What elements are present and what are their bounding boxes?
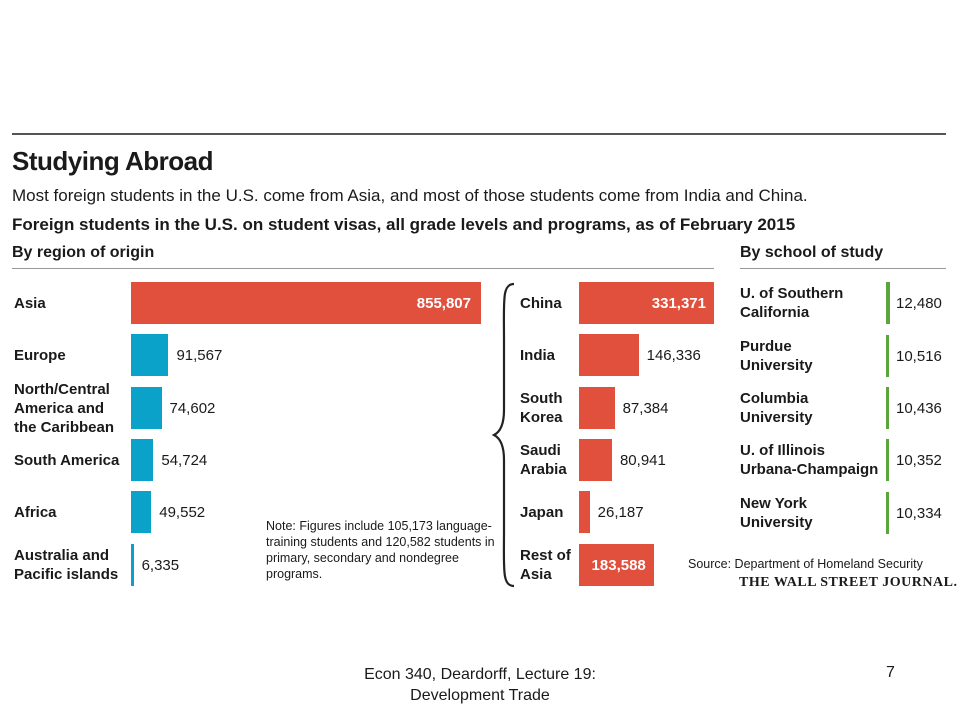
category-label-line: Japan: [520, 503, 564, 521]
category-label: Saudi Arabia: [520, 441, 567, 479]
bar: [886, 387, 890, 429]
category-label-line: America and: [14, 399, 105, 417]
category-label-line: Europe: [14, 346, 66, 364]
bar: [131, 387, 162, 429]
value-label: 10,436: [896, 399, 942, 417]
school-section-title: By school of study: [740, 244, 884, 261]
chart-title: Studying Abroad: [12, 146, 213, 176]
category-label: U. of Southern California: [740, 284, 843, 322]
bar: [579, 491, 590, 533]
category-label-line: Urbana-Champaign: [740, 461, 879, 478]
bar: [886, 282, 890, 324]
bar: [579, 387, 615, 429]
category-label-line: Australia and: [14, 547, 110, 564]
category-label: South Korea: [520, 389, 563, 427]
value-label: 80,941: [619, 451, 666, 469]
category-label-line: University: [740, 357, 813, 374]
slide-footer: Econ 340, Deardorff, Lecture 19: Develop…: [364, 666, 596, 704]
curly-brace-icon: [492, 282, 515, 588]
value-label: 10,352: [896, 451, 942, 469]
category-label: China: [520, 294, 562, 313]
region-section-title: By region of origin: [12, 244, 155, 261]
bar: [579, 544, 654, 586]
value-label: 49,552: [159, 503, 206, 521]
category-label: Asia: [14, 294, 46, 313]
category-label-line: University: [740, 514, 813, 531]
value-label: 12,480: [896, 294, 942, 312]
bar: [886, 492, 890, 534]
category-label-line: Asia: [14, 294, 46, 312]
value-label: 10,516: [896, 347, 942, 365]
category-label: New York University: [740, 494, 813, 532]
region-section-rule: [12, 268, 714, 269]
bar: [886, 335, 890, 377]
bar: [579, 439, 612, 481]
category-label-line: South America: [14, 451, 120, 469]
bar: [131, 439, 154, 481]
category-label-line: California: [740, 304, 810, 321]
value-label: 54,724: [161, 451, 208, 469]
bar: [131, 544, 134, 586]
value-label: 26,187: [597, 503, 644, 521]
bar: [886, 439, 890, 481]
chart-note: Note: Figures include 105,173 language-t…: [266, 519, 495, 581]
category-label: Columbia University: [740, 389, 813, 427]
category-label-line: New York: [740, 495, 807, 512]
category-label: North/Central America and the Caribbean: [14, 380, 114, 437]
category-label-line: South: [520, 390, 563, 407]
category-label-line: North/Central: [14, 380, 110, 398]
bar: [579, 282, 714, 324]
chart-subtitle: Most foreign students in the U.S. come f…: [12, 186, 808, 205]
category-label: Japan: [520, 503, 563, 522]
category-label-line: Arabia: [520, 461, 567, 478]
category-label-line: U. of Southern: [740, 285, 844, 302]
category-label-line: Pacific islands: [14, 566, 119, 583]
category-label-line: Purdue: [740, 338, 792, 355]
value-label: 87,384: [622, 399, 669, 417]
category-label-line: India: [520, 346, 556, 364]
value-label: 6,335: [141, 556, 180, 574]
publisher-logo: THE WALL STREET JOURNAL.: [739, 575, 958, 590]
category-label: Australia and Pacific islands: [14, 546, 118, 584]
category-label-line: China: [520, 294, 562, 312]
category-label: Europe: [14, 346, 66, 365]
category-label: India: [520, 346, 555, 365]
bar: [131, 334, 169, 376]
category-label: Africa: [14, 503, 57, 522]
value-label: 10,334: [896, 504, 942, 522]
category-label-line: Korea: [520, 409, 563, 426]
category-label-line: University: [740, 409, 813, 426]
category-label: Rest of Asia: [520, 546, 571, 584]
category-label-line: Rest of: [520, 547, 571, 564]
category-label-line: Saudi: [520, 442, 561, 459]
category-label-line: Asia: [520, 566, 552, 583]
value-label: 183,588: [591, 556, 646, 574]
category-label: U. of Illinois Urbana-Champaign: [740, 441, 878, 479]
chart-source: Source: Department of Homeland Security: [688, 557, 923, 571]
value-label: 91,567: [176, 346, 223, 364]
category-label: South America: [14, 451, 119, 470]
category-label-line: Africa: [14, 503, 57, 521]
bar: [131, 491, 152, 533]
top-rule: [12, 133, 946, 135]
category-label: Purdue University: [740, 337, 813, 375]
bar: [131, 282, 481, 324]
value-label: 855,807: [416, 294, 471, 312]
value-label: 146,336: [646, 346, 701, 364]
category-label-line: the Caribbean: [14, 418, 115, 436]
slide-page-number: 7: [886, 664, 895, 681]
value-label: 74,602: [169, 399, 216, 417]
bar: [579, 334, 639, 376]
chart-description: Foreign students in the U.S. on student …: [12, 215, 796, 234]
value-label: 331,371: [651, 294, 706, 312]
category-label-line: U. of Illinois: [740, 442, 825, 459]
school-section-rule: [740, 268, 946, 269]
category-label-line: Columbia: [740, 390, 809, 407]
